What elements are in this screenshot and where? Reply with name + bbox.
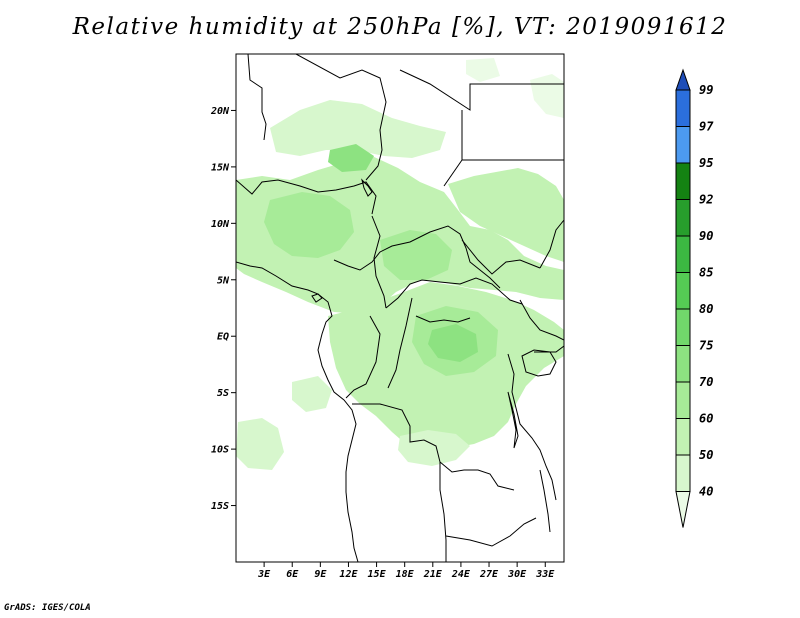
colorbar-level-label: 40 xyxy=(699,485,713,499)
humidity-area-east-sudan xyxy=(448,168,564,262)
map-frame xyxy=(235,53,565,563)
border-nigeria xyxy=(333,225,501,289)
border-ethiopia xyxy=(539,219,564,269)
humidity-area-north xyxy=(466,58,500,82)
colorbar-level-label: 60 xyxy=(699,412,713,426)
border-niger-libya xyxy=(399,69,564,111)
border-drc-angola xyxy=(352,403,515,491)
lat-tick-label: 5N xyxy=(217,275,230,286)
lake-tanganyika xyxy=(507,391,519,449)
border-angola-zambia xyxy=(439,462,447,562)
lon-tick-label: 27E xyxy=(479,569,499,580)
humidity-area-atlantic-north xyxy=(292,376,332,412)
humidity-area-inner-center xyxy=(380,230,452,280)
river-congo xyxy=(415,315,471,323)
border-chad-libya xyxy=(443,110,463,187)
border-cameroon-car xyxy=(385,277,523,309)
colorbar-swatch xyxy=(675,235,691,273)
lon-tick-label: 12E xyxy=(339,569,358,580)
colorbar-level-label: 85 xyxy=(699,266,713,280)
humidity-field xyxy=(236,58,564,470)
humidity-area-inner-west xyxy=(264,192,354,258)
colorbar-level-label: 50 xyxy=(699,448,713,462)
lat-tick-label: 15S xyxy=(211,501,229,512)
colorbar-swatch xyxy=(675,162,691,200)
colorbar-top-arrow xyxy=(675,68,691,91)
border-zambia-south xyxy=(445,517,537,547)
colorbar-level-label: 75 xyxy=(699,339,713,353)
latitude-axis: 20N 15N 10N 5N EQ 5S 10S 15S xyxy=(210,106,236,512)
colorbar-swatch xyxy=(675,89,691,127)
border-algeria-mali xyxy=(295,54,387,181)
lon-tick-label: 18E xyxy=(396,569,415,580)
lat-tick-label: 5S xyxy=(217,388,229,399)
colorbar-swatch xyxy=(675,272,691,310)
lon-tick-label: 21E xyxy=(423,569,443,580)
colorbar-swatch xyxy=(675,418,691,456)
border-drc-east xyxy=(387,297,413,389)
colorbar-swatch xyxy=(675,199,691,237)
border-congo-drc xyxy=(345,315,381,399)
humidity-area-core-congo xyxy=(428,324,478,362)
lon-tick-label: 6E xyxy=(286,569,299,580)
humidity-area-northeast xyxy=(530,74,564,118)
border-east-lakes xyxy=(507,353,557,501)
colorbar-level-label: 70 xyxy=(699,375,713,389)
colorbar-level-label: 97 xyxy=(699,120,714,134)
humidity-area-core-sahel xyxy=(328,144,374,172)
colorbar-level-label: 99 xyxy=(699,83,713,97)
colorbar-swatch xyxy=(675,308,691,346)
colorbar-swatch xyxy=(675,126,691,164)
coastline-west-africa xyxy=(236,261,359,562)
border-mauritania-mali xyxy=(247,54,267,141)
lon-tick-label: 15E xyxy=(368,569,387,580)
colorbar-level-label: 90 xyxy=(699,229,713,243)
border-nigeria-cameroon xyxy=(371,215,387,309)
lat-tick-label: EQ xyxy=(217,332,229,343)
colorbar-level-label: 95 xyxy=(699,156,713,170)
colorbar-swatch xyxy=(675,381,691,419)
humidity-area-sahara xyxy=(270,100,446,158)
colorbar-level-label: 92 xyxy=(699,193,713,207)
border-kenya-tanzania xyxy=(534,345,564,353)
chart-title: Relative humidity at 250hPa [%], VT: 201… xyxy=(72,14,728,40)
lat-tick-label: 10S xyxy=(211,445,229,456)
colorbar-level-label: 80 xyxy=(699,302,713,316)
border-uganda-kenya xyxy=(519,299,564,341)
lat-tick-label: 15N xyxy=(211,162,230,173)
lon-tick-label: 24E xyxy=(451,569,471,580)
border-mali-burkina xyxy=(236,179,377,215)
humidity-area-angola xyxy=(398,430,470,466)
lon-tick-label: 30E xyxy=(507,569,527,580)
colorbar-swatch xyxy=(675,454,691,492)
country-borders xyxy=(236,54,564,562)
colorbar-swatch xyxy=(675,345,691,383)
color-legend: 99 97 95 92 90 85 80 75 70 60 50 40 xyxy=(675,68,714,528)
lon-tick-label: 9E xyxy=(314,569,327,580)
lat-tick-label: 20N xyxy=(210,106,230,117)
border-sudan-south-sudan xyxy=(461,239,541,275)
island-bioko xyxy=(311,293,323,303)
lon-tick-label: 3E xyxy=(257,569,271,580)
grads-credit: GrADS: IGES/COLA xyxy=(4,603,91,613)
lake-victoria xyxy=(521,349,557,377)
lat-tick-label: 10N xyxy=(211,219,230,230)
humidity-area-atlantic xyxy=(236,418,284,470)
lon-tick-label: 33E xyxy=(535,569,555,580)
colorbar-bottom-arrow xyxy=(675,491,691,528)
longitude-axis: 3E 6E 9E 12E 15E 18E 21E 24E 27E 30E 33E xyxy=(257,562,555,580)
lake-malawi xyxy=(539,469,551,533)
lake-chad xyxy=(361,178,373,197)
